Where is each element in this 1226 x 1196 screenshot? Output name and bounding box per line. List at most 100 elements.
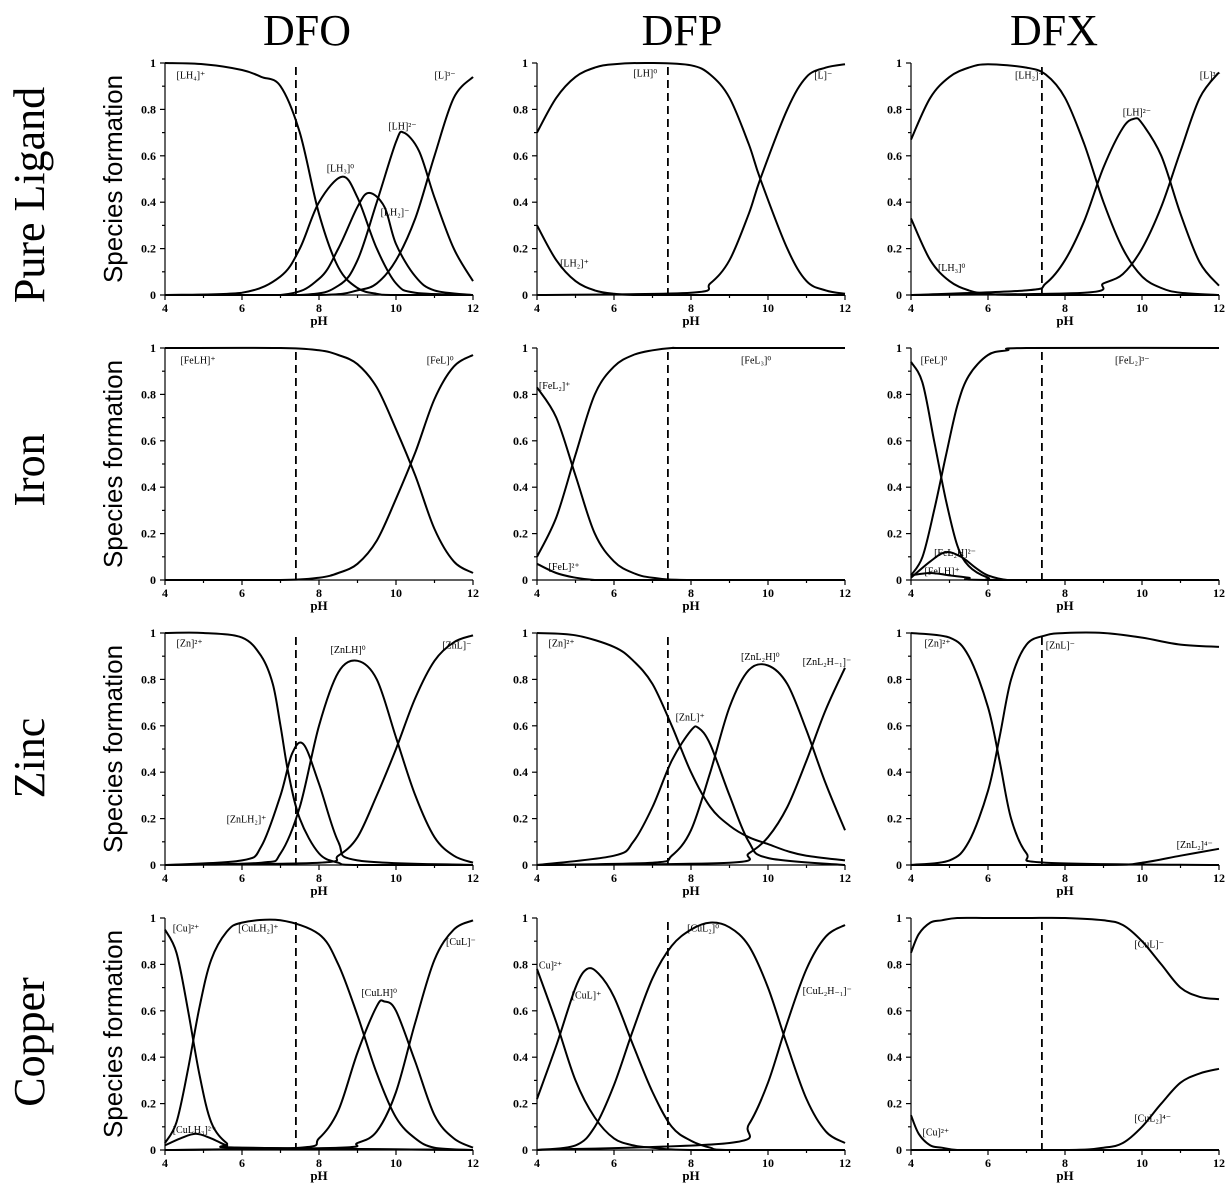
x-tick-label: 12 <box>467 1156 479 1170</box>
species-label: [LH]²⁻ <box>1123 108 1151 119</box>
y-tick-label: 1 <box>150 626 156 640</box>
y-tick-label: 0 <box>896 288 902 302</box>
x-tick-label: 10 <box>762 301 774 315</box>
panel-dfp-iron: 0 0.2 0.4 0.6 0.8 1 4 6 8 10 12 pH [FeL₂]⁺ [FeL₃]⁰ [Fe… <box>513 341 851 613</box>
y-tick-label: 0.4 <box>887 480 902 494</box>
species-label: [ZnLH₂]⁺ <box>227 815 267 826</box>
y-tick-label: 0.8 <box>513 387 528 401</box>
x-axis-label: pH <box>682 1168 699 1183</box>
species-label: [LH]²⁻ <box>388 122 416 133</box>
panel-dfx-zinc: 0 0.2 0.4 0.6 0.8 1 4 6 8 10 12 pH [Zn]²⁺ [ZnL]⁻ [ZnL₂… <box>887 626 1225 898</box>
species-label: [CuLH₂]⁺ <box>238 923 278 934</box>
y-tick-label: 0 <box>522 288 528 302</box>
panel-dfx-copper: 0 0.2 0.4 0.6 0.8 1 4 6 8 10 12 pH [Cu]²⁺ [CuL]⁻ [CuL₂… <box>887 911 1225 1183</box>
x-tick-label: 8 <box>316 871 322 885</box>
y-tick-label: 0 <box>896 858 902 872</box>
y-tick-label: 0.2 <box>887 527 902 541</box>
x-axis-label: pH <box>310 883 327 898</box>
x-tick-label: 8 <box>316 586 322 600</box>
series-line <box>164 634 474 866</box>
species-label: [FeL]⁰ <box>427 356 454 367</box>
y-tick-label: 0 <box>150 858 156 872</box>
x-tick-label: 6 <box>611 586 617 600</box>
y-tick-label: 0.2 <box>887 812 902 826</box>
y-tick-label: 1 <box>522 341 528 355</box>
species-label: Cu]²⁺ <box>539 960 562 971</box>
y-tick-label: 0.6 <box>141 719 156 733</box>
x-tick-label: 4 <box>908 871 914 885</box>
species-label: [L]³⁻ <box>1200 71 1221 82</box>
y-tick-label: 0.8 <box>513 672 528 686</box>
row-title-pure-ligand: Pure Ligand <box>5 87 54 303</box>
species-label: [FeL]⁰ <box>921 356 948 367</box>
column-title-dfx: DFX <box>1010 6 1098 55</box>
y-tick-label: 1 <box>150 56 156 70</box>
x-tick-label: 12 <box>1213 586 1225 600</box>
species-label: [CuLH]⁰ <box>361 988 397 999</box>
x-tick-label: 4 <box>162 871 168 885</box>
x-tick-label: 12 <box>467 871 479 885</box>
x-tick-label: 4 <box>534 301 540 315</box>
y-tick-label: 0.6 <box>141 434 156 448</box>
y-tick-label: 0.4 <box>887 1050 902 1064</box>
y-tick-label: 0.8 <box>887 672 902 686</box>
series-line <box>164 919 474 1151</box>
row-title-copper: Copper <box>5 977 54 1107</box>
x-tick-label: 8 <box>1062 1156 1068 1170</box>
x-tick-label: 6 <box>985 301 991 315</box>
series-line <box>536 386 845 582</box>
y-tick-label: 0.4 <box>141 195 156 209</box>
series-line <box>536 924 846 1151</box>
x-tick-label: 12 <box>839 1156 851 1170</box>
x-axis-label: pH <box>682 883 699 898</box>
x-tick-label: 8 <box>1062 871 1068 885</box>
x-tick-label: 8 <box>688 586 694 600</box>
x-tick-label: 8 <box>316 301 322 315</box>
y-tick-label: 0.4 <box>513 765 528 779</box>
x-tick-label: 10 <box>390 871 402 885</box>
y-tick-label: 1 <box>896 911 902 925</box>
panel-dfo-pure-ligand: Species formation 0 0.2 0.4 0.6 0.8 1 4 6 8 10 12 pH… <box>98 56 479 328</box>
series-line <box>910 632 1220 866</box>
y-tick-label: 0.2 <box>513 1097 528 1111</box>
x-tick-label: 6 <box>985 871 991 885</box>
panel-dfo-iron: Species formation 0 0.2 0.4 0.6 0.8 1 4 6 8 10 12 pH… <box>98 341 479 613</box>
y-tick-label: 0.8 <box>887 957 902 971</box>
species-label: [ZnL]⁻ <box>1046 641 1075 652</box>
x-tick-label: 10 <box>390 301 402 315</box>
x-tick-label: 4 <box>908 301 914 315</box>
y-tick-label: 0.2 <box>141 1097 156 1111</box>
y-tick-label: 0.8 <box>141 387 156 401</box>
species-label: [ZnL]⁺ <box>676 713 705 724</box>
x-tick-label: 6 <box>611 871 617 885</box>
series-line <box>910 551 1219 582</box>
species-label: [LH₃]⁰ <box>938 263 966 274</box>
species-label: [ZnL₂H₋₁]⁻ <box>803 657 852 668</box>
series-line <box>536 921 846 1151</box>
x-tick-label: 12 <box>1213 301 1225 315</box>
species-label: [ZnL₂]⁴⁻ <box>1177 840 1213 851</box>
x-axis-label: pH <box>1056 313 1073 328</box>
x-tick-label: 8 <box>688 871 694 885</box>
x-tick-label: 4 <box>534 586 540 600</box>
species-label: [CuL₂]⁰ <box>687 923 719 934</box>
y-tick-label: 0.6 <box>887 1004 902 1018</box>
x-tick-label: 4 <box>534 871 540 885</box>
y-tick-label: 0.8 <box>887 102 902 116</box>
species-label: [LH₂]⁻ <box>381 207 410 218</box>
species-label: [Zn]²⁺ <box>177 638 203 649</box>
y-tick-label: 0 <box>150 288 156 302</box>
x-axis-label: pH <box>310 1168 327 1183</box>
series-line <box>911 1067 1220 1152</box>
species-label: [FeL₂]³⁻ <box>1115 356 1150 367</box>
species-label: [FeLH]⁺ <box>180 356 215 367</box>
series-line <box>165 130 474 297</box>
panel-dfo-copper: Species formation 0 0.2 0.4 0.6 0.8 1 4 6 8 10 12 pH… <box>98 911 479 1183</box>
x-tick-label: 12 <box>839 871 851 885</box>
y-tick-label: 0.2 <box>141 812 156 826</box>
y-tick-label: 0.2 <box>141 242 156 256</box>
series-line <box>910 631 1220 866</box>
panel-dfp-pure-ligand: 0 0.2 0.4 0.6 0.8 1 4 6 8 10 12 pH [LH₂]⁺ [LH]⁰ [L]⁻ <box>513 56 851 328</box>
x-tick-label: 12 <box>1213 1156 1225 1170</box>
species-label: [ZnL]⁻ <box>442 641 471 652</box>
